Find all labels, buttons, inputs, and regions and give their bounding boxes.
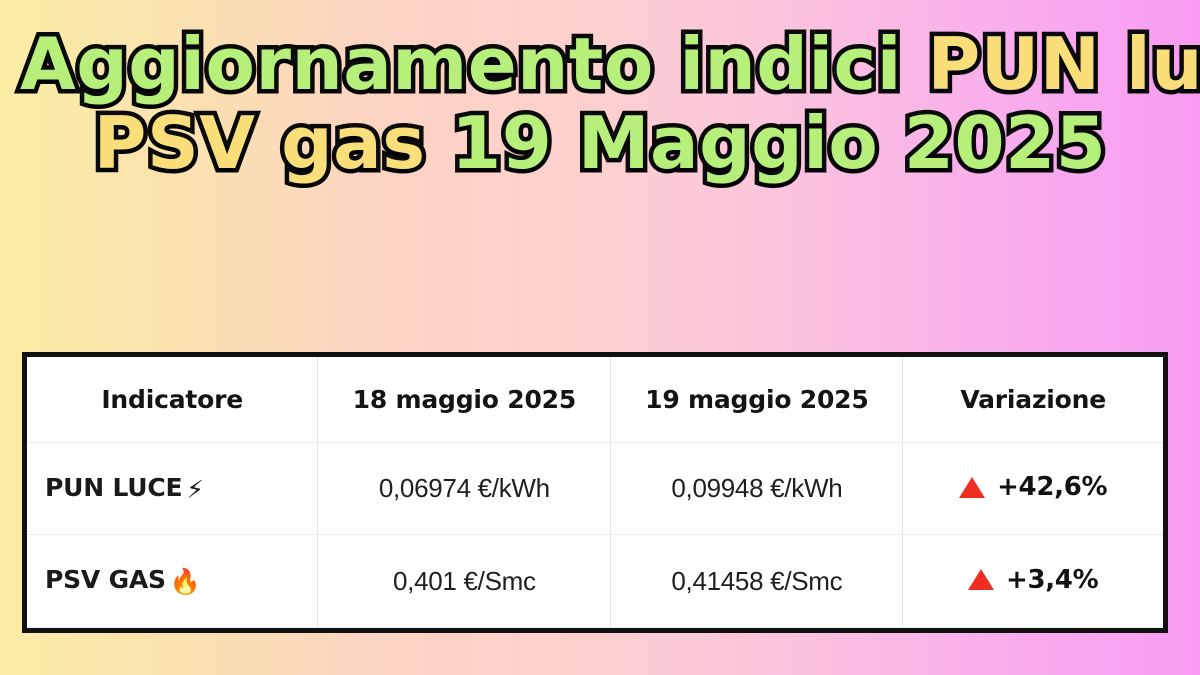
cell-value-prev: 0,401 €/Smc bbox=[317, 534, 612, 628]
variation-group: +42,6% bbox=[959, 472, 1108, 503]
row-indicator-pun-luce: PUN LUCE ⚡ bbox=[27, 442, 319, 536]
triangle-up-icon bbox=[959, 476, 986, 498]
indicator-name: PSV GAS bbox=[45, 565, 166, 595]
table-row: PUN LUCE ⚡ 0,06974 €/kWh 0,09948 €/kWh +4… bbox=[27, 442, 1163, 536]
table-row: PSV GAS 🔥 0,401 €/Smc 0,41458 €/Smc +3,4% bbox=[27, 534, 1163, 628]
indices-table: Indicatore 18 maggio 2025 19 maggio 2025… bbox=[27, 357, 1163, 628]
title-segment-gold-1: PUN luce e bbox=[923, 22, 1200, 106]
cell-variation: +42,6% bbox=[902, 442, 1163, 536]
column-header-indicator: Indicatore bbox=[27, 357, 319, 443]
lightning-bolt-icon: ⚡ bbox=[186, 474, 204, 504]
table-body: PUN LUCE ⚡ 0,06974 €/kWh 0,09948 €/kWh +4… bbox=[27, 442, 1163, 628]
column-header-variation: Variazione bbox=[902, 357, 1163, 443]
cell-value-curr: 0,09948 €/kWh bbox=[610, 442, 904, 536]
variation-group: +3,4% bbox=[967, 564, 1099, 595]
cell-value-prev: 0,06974 €/kWh bbox=[317, 442, 612, 536]
page-title: Aggiornamento indici PUN luce e PSV gas … bbox=[15, 23, 1200, 185]
title-line-1: Aggiornamento indici PUN luce e bbox=[15, 23, 1200, 105]
table-header-row: Indicatore 18 maggio 2025 19 maggio 2025… bbox=[27, 357, 1163, 443]
cell-variation: +3,4% bbox=[902, 534, 1163, 628]
indices-table-container: Indicatore 18 maggio 2025 19 maggio 2025… bbox=[22, 352, 1168, 633]
row-indicator-psv-gas: PSV GAS 🔥 bbox=[27, 534, 319, 628]
variation-value: +42,6% bbox=[997, 472, 1108, 503]
fire-icon: 🔥 bbox=[169, 567, 201, 597]
title-line-2: PSV gas 19 Maggio 2025 bbox=[20, 102, 1180, 184]
title-segment-green-2: 19 Maggio 2025 bbox=[447, 101, 1111, 186]
triangle-up-icon bbox=[967, 569, 994, 591]
indicator-name: PUN LUCE bbox=[45, 472, 183, 502]
cell-value-curr: 0,41458 €/Smc bbox=[610, 534, 904, 628]
column-header-date-prev: 18 maggio 2025 bbox=[317, 357, 612, 443]
variation-value: +3,4% bbox=[1005, 564, 1099, 595]
title-segment-green-1: Aggiornamento indici bbox=[15, 22, 928, 106]
table-header: Indicatore 18 maggio 2025 19 maggio 2025… bbox=[27, 357, 1163, 443]
column-header-date-curr: 19 maggio 2025 bbox=[610, 357, 904, 443]
title-segment-gold-2: PSV gas bbox=[89, 101, 452, 186]
